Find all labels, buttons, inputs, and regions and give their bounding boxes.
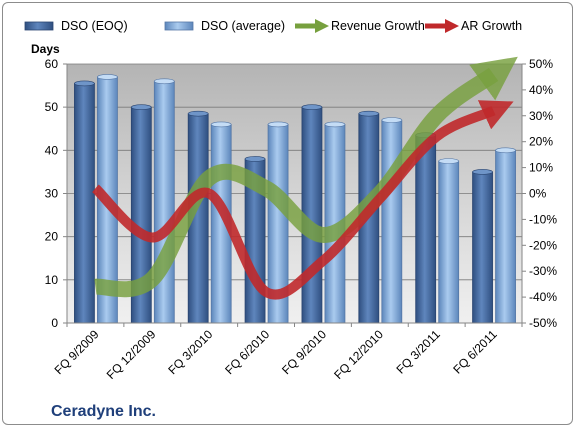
bar-top-cap: [131, 104, 152, 110]
y-axis-title: Days: [31, 42, 60, 56]
legend-swatch: [164, 21, 194, 31]
y-tick-label: 40: [45, 143, 59, 157]
y2-tick-label: -10%: [529, 212, 557, 226]
legend-label: DSO (EOQ): [61, 19, 128, 33]
company-name: Ceradyne Inc.: [51, 403, 156, 420]
y2-tick-label: -50%: [529, 316, 557, 330]
bar-top-cap: [438, 158, 459, 164]
line-ar-growth: [91, 100, 514, 300]
line-revenue-growth: [94, 56, 518, 298]
bar-top-cap: [324, 121, 346, 128]
bar-dso-average: [153, 80, 175, 324]
bar-dso-eoq: [74, 83, 95, 324]
y2-tick-label: 50%: [529, 57, 553, 71]
y-tick-label: 10: [45, 273, 59, 287]
y-axis-ticks: 0 10 20 30 40 50 60: [45, 57, 67, 330]
growth-lines: [91, 56, 518, 300]
y-tick-label: 30: [45, 187, 59, 201]
bar-top-cap: [154, 78, 175, 85]
x-tick-label: FQ 12/2010: [331, 327, 386, 382]
bar-top-cap: [381, 117, 403, 123]
bar-top-cap: [495, 147, 516, 154]
y2-tick-label: 30%: [529, 109, 553, 123]
secondary-y-axis-ticks: -50% -40% -30% -20% -10% 0% 10% 20% 30% 40% 50%: [522, 57, 557, 330]
legend-swatch: [24, 21, 54, 31]
x-tick-label: FQ 6/2011: [450, 327, 500, 377]
y2-tick-label: 0%: [529, 187, 547, 201]
bar-top-cap: [97, 74, 118, 80]
bar-top-cap: [358, 110, 380, 117]
chart-svg: DSO (EOQ) DSO (average) Revenue Growth AR G…: [24, 19, 557, 420]
y-tick-label: 50: [45, 100, 59, 114]
bar-dso-eoq: [472, 171, 493, 324]
y2-tick-label: -20%: [529, 238, 557, 252]
y-tick-label: 0: [51, 316, 58, 330]
y-tick-label: 20: [45, 230, 59, 244]
x-tick-label: FQ 9/2010: [279, 327, 329, 377]
bar-top-cap: [244, 156, 266, 162]
bar-dso-average: [495, 149, 516, 324]
bar-dso-eoq: [415, 134, 437, 324]
bar-dso-average: [381, 119, 403, 324]
bar-top-cap: [267, 121, 289, 128]
y2-tick-label: -40%: [529, 290, 557, 304]
y2-tick-label: 10%: [529, 161, 553, 175]
bar-top-cap: [187, 110, 209, 117]
legend: DSO (EOQ) DSO (average) Revenue Growth AR G…: [24, 19, 522, 33]
x-tick-label: FQ 3/2010: [165, 327, 215, 377]
y-tick-label: 60: [45, 57, 59, 71]
x-tick-label: FQ 6/2010: [222, 327, 272, 377]
y2-tick-label: 40%: [529, 83, 553, 97]
legend-label: DSO (average): [201, 19, 285, 33]
legend-label: AR Growth: [461, 19, 522, 33]
bar-dso-average: [438, 160, 460, 324]
bar-top-cap: [210, 121, 232, 128]
x-tick-label: FQ 3/2011: [393, 327, 443, 377]
y2-tick-label: -30%: [529, 264, 557, 278]
bar-top-cap: [472, 169, 493, 175]
bar-top-cap: [74, 80, 95, 87]
y2-tick-label: 20%: [529, 135, 553, 149]
x-tick-label: FQ 9/2009: [52, 327, 102, 377]
legend-label: Revenue Growth: [331, 19, 425, 33]
x-tick-label: FQ 12/2009: [104, 327, 159, 382]
x-axis-ticks: FQ 9/2009 FQ 12/2009 FQ 3/2010 FQ 6/2010 FQ …: [52, 323, 523, 382]
bar-top-cap: [301, 104, 323, 110]
